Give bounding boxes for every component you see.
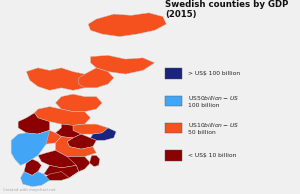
FancyBboxPatch shape xyxy=(165,123,181,133)
FancyBboxPatch shape xyxy=(165,96,181,106)
Polygon shape xyxy=(44,172,70,180)
Polygon shape xyxy=(26,68,91,90)
Text: > US$ 100 billion: > US$ 100 billion xyxy=(188,71,240,76)
Polygon shape xyxy=(20,172,50,187)
Text: Created with mapchart.net: Created with mapchart.net xyxy=(3,188,56,192)
Text: < US$ 10 billion: < US$ 10 billion xyxy=(188,153,236,158)
Text: Swedish counties by GDP
(2015): Swedish counties by GDP (2015) xyxy=(165,0,288,19)
Text: US$ 50 billion - US$
100 billion: US$ 50 billion - US$ 100 billion xyxy=(188,94,239,108)
Polygon shape xyxy=(44,165,79,178)
FancyBboxPatch shape xyxy=(165,68,181,79)
Polygon shape xyxy=(24,159,41,175)
Polygon shape xyxy=(91,55,155,74)
Polygon shape xyxy=(91,128,116,140)
Polygon shape xyxy=(67,134,96,149)
Polygon shape xyxy=(18,113,50,134)
Polygon shape xyxy=(73,124,108,134)
Text: US$ 10 billion - US$
50 billion: US$ 10 billion - US$ 50 billion xyxy=(188,121,239,135)
Polygon shape xyxy=(11,130,50,165)
Polygon shape xyxy=(56,137,96,157)
Polygon shape xyxy=(56,124,81,138)
Polygon shape xyxy=(79,68,114,88)
Polygon shape xyxy=(56,94,102,112)
Polygon shape xyxy=(38,130,61,144)
FancyBboxPatch shape xyxy=(165,150,181,161)
Polygon shape xyxy=(38,150,79,168)
Polygon shape xyxy=(34,107,91,125)
Polygon shape xyxy=(88,13,166,37)
Polygon shape xyxy=(67,157,91,178)
Polygon shape xyxy=(89,155,100,167)
